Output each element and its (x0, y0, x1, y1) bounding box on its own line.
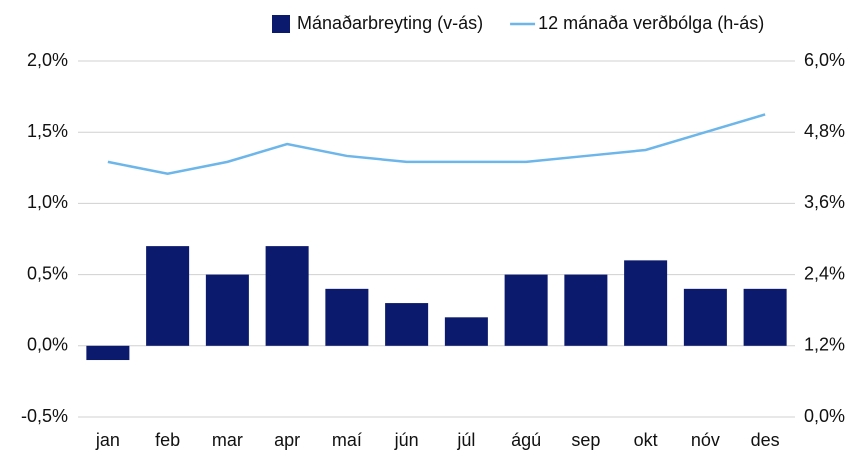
y2-tick-label: 1,2% (804, 335, 845, 355)
x-tick-label: maí (332, 430, 362, 450)
y-tick-label: 0,5% (27, 263, 68, 283)
y2-tick-label: 4,8% (804, 121, 845, 141)
x-tick-label: sep (571, 430, 600, 450)
y-tick-label: 0,0% (27, 335, 68, 355)
x-tick-label: nóv (691, 430, 720, 450)
bar (444, 317, 488, 346)
legend-label: 12 mánaða verðbólga (h-ás) (538, 13, 764, 33)
legend-swatch (272, 15, 290, 33)
y2-tick-label: 2,4% (804, 263, 845, 283)
x-tick-label: des (751, 430, 780, 450)
x-tick-label: júl (456, 430, 475, 450)
x-tick-label: mar (212, 430, 243, 450)
bar (265, 246, 309, 346)
x-tick-label: jún (394, 430, 419, 450)
bar (504, 274, 548, 346)
bar (683, 288, 727, 346)
y-tick-label: -0,5% (21, 406, 68, 426)
x-tick-label: apr (274, 430, 300, 450)
x-tick-label: okt (634, 430, 658, 450)
y2-tick-label: 6,0% (804, 50, 845, 70)
bar (385, 303, 429, 346)
line (107, 113, 766, 176)
y-tick-label: 2,0% (27, 50, 68, 70)
bar (86, 345, 130, 361)
bar (564, 274, 608, 346)
bar (146, 246, 190, 346)
x-tick-label: ágú (511, 430, 541, 450)
x-tick-label: jan (95, 430, 120, 450)
x-tick-label: feb (155, 430, 180, 450)
y2-tick-label: 0,0% (804, 406, 845, 426)
y-tick-label: 1,0% (27, 192, 68, 212)
bar (624, 260, 668, 346)
bar (743, 288, 787, 346)
legend-label: Mánaðarbreyting (v-ás) (297, 13, 483, 33)
y-tick-label: 1,5% (27, 121, 68, 141)
bar (325, 288, 369, 346)
y2-tick-label: 3,6% (804, 192, 845, 212)
bar (205, 274, 249, 346)
